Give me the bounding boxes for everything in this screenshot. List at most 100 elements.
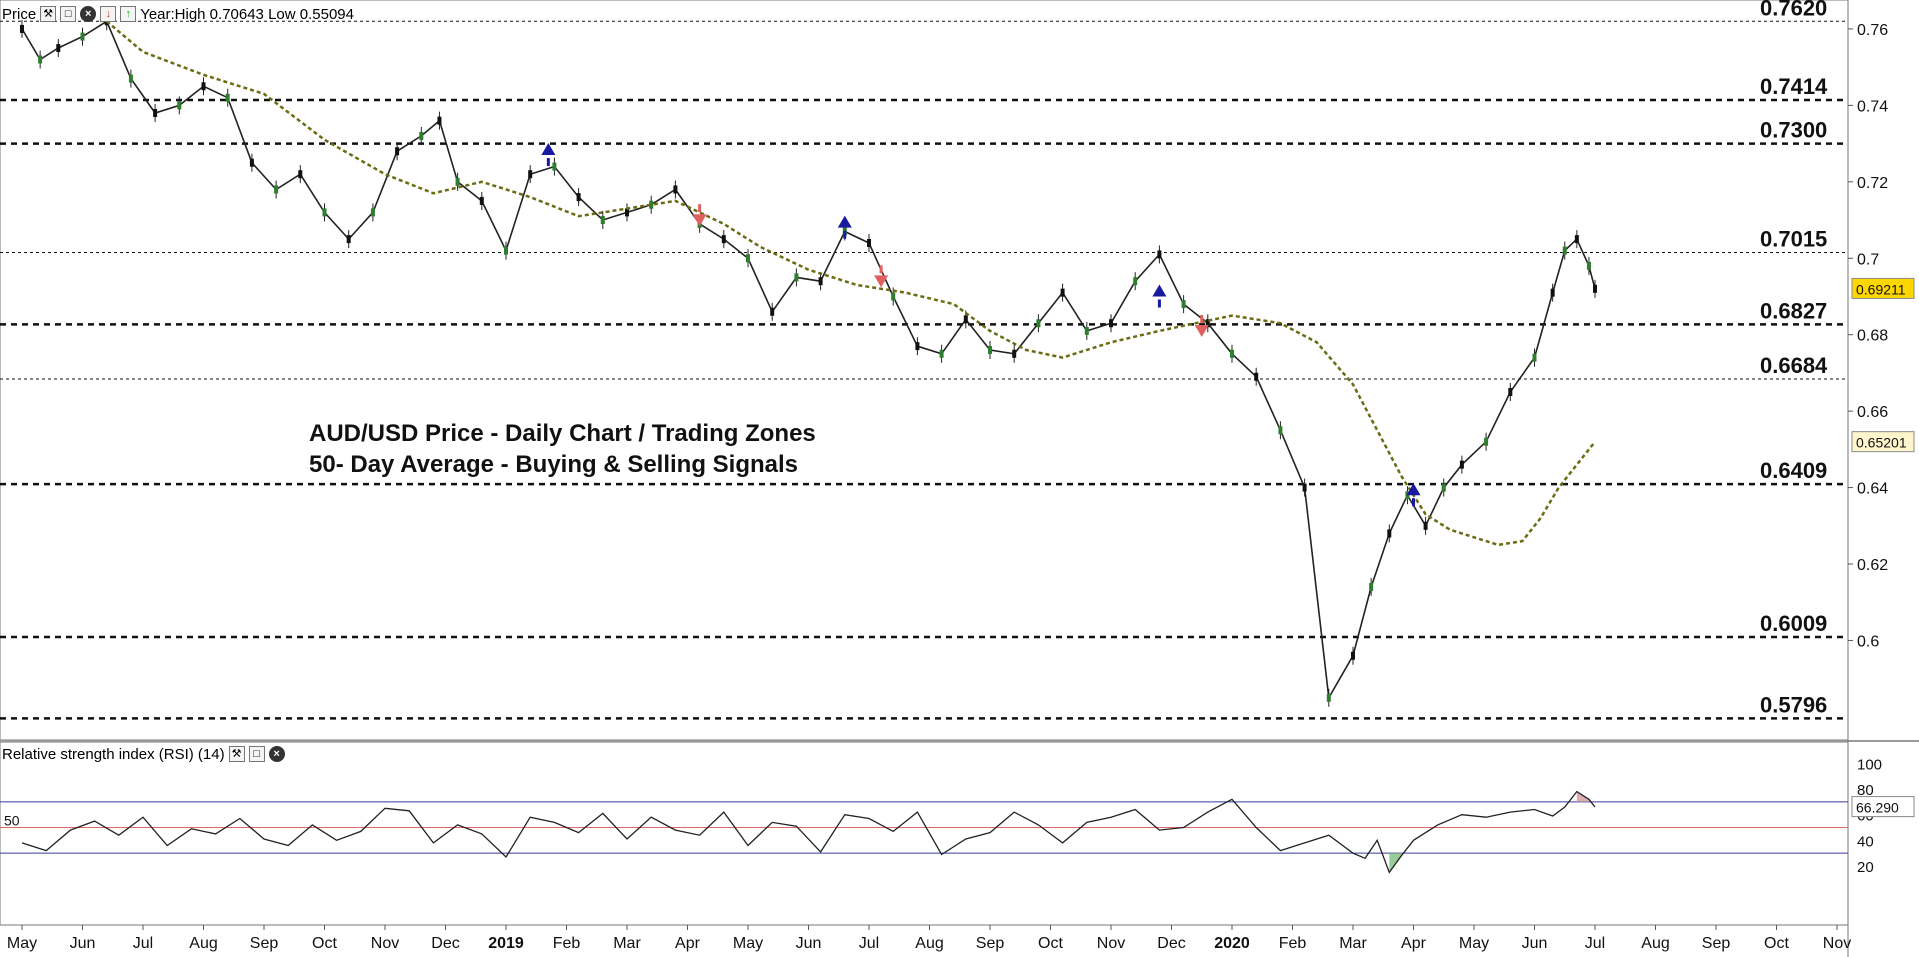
rsi-pane bbox=[0, 741, 1849, 926]
level-label: 0.7414 bbox=[1760, 74, 1828, 99]
sell-signal bbox=[874, 275, 889, 288]
x-tick-label: Oct bbox=[1764, 935, 1789, 952]
candle-body bbox=[1550, 288, 1555, 297]
x-tick-label: Mar bbox=[1339, 935, 1367, 952]
candle-body bbox=[1036, 319, 1041, 328]
buy-signal-stem bbox=[1412, 498, 1415, 507]
wrench-icon[interactable]: ⚒ bbox=[40, 6, 57, 22]
x-tick-label: Feb bbox=[1279, 935, 1307, 952]
candle-body bbox=[1423, 521, 1428, 530]
price-tick-label: 0.64 bbox=[1857, 481, 1888, 498]
rsi-line bbox=[21, 790, 1596, 874]
x-tick-label: Aug bbox=[915, 935, 943, 952]
candle-body bbox=[625, 208, 629, 217]
x-tick-label: Nov bbox=[1097, 935, 1125, 952]
sell-arrow-icon[interactable]: ↓ bbox=[100, 6, 117, 22]
last-price-label: 0.69211 bbox=[1856, 281, 1906, 297]
candle-body bbox=[1484, 437, 1489, 446]
candle-body bbox=[177, 101, 182, 110]
candle-body bbox=[38, 55, 43, 64]
candle-body bbox=[1084, 326, 1089, 335]
price-label: Price bbox=[2, 5, 37, 23]
candle-body bbox=[479, 196, 484, 205]
x-tick-label: Feb bbox=[553, 935, 581, 952]
sell-signal-stem bbox=[1200, 315, 1204, 324]
candle-body bbox=[1369, 582, 1374, 591]
price-tick-label: 0.6 bbox=[1857, 633, 1879, 650]
buy-signal bbox=[1406, 483, 1421, 496]
candle-body bbox=[1012, 349, 1017, 358]
level-label: 0.6409 bbox=[1760, 458, 1827, 483]
sell-signal bbox=[692, 214, 707, 227]
candle-body bbox=[201, 82, 206, 91]
x-tick-label: 2020 bbox=[1214, 935, 1250, 952]
candle-body bbox=[128, 74, 133, 83]
price-toolbar: Price ⚒ □ × ↓ ↑ Year:High 0.70643 Low 0.… bbox=[2, 3, 354, 25]
level-label: 0.7015 bbox=[1760, 227, 1827, 252]
price-tick-label: 0.76 bbox=[1857, 22, 1888, 39]
candle-body bbox=[455, 177, 460, 186]
candle-body bbox=[770, 307, 775, 316]
ma-line bbox=[105, 20, 1596, 547]
x-tick-label: Jun bbox=[70, 935, 96, 952]
ma-value-label: 0.65201 bbox=[1856, 435, 1907, 451]
x-tick-label: Nov bbox=[1823, 935, 1851, 952]
x-tick-label: Sep bbox=[976, 935, 1005, 952]
sell-signal-stem bbox=[698, 204, 702, 213]
candle-body bbox=[721, 235, 726, 244]
rsi-label: Relative strength index (RSI) (14) bbox=[2, 745, 225, 763]
close-icon[interactable]: × bbox=[268, 746, 285, 762]
price-tick-label: 0.74 bbox=[1857, 98, 1888, 115]
candle-body bbox=[1254, 372, 1259, 381]
candle-body bbox=[1532, 353, 1537, 362]
price-tick-label: 0.68 bbox=[1857, 328, 1888, 345]
wrench-icon[interactable]: ⚒ bbox=[228, 746, 245, 762]
buy-signal-stem bbox=[1157, 299, 1161, 308]
candle-body bbox=[395, 147, 400, 156]
x-tick-label: Apr bbox=[675, 935, 701, 952]
candle-body bbox=[274, 185, 279, 194]
candle-body bbox=[1230, 349, 1234, 358]
candle-body bbox=[56, 44, 61, 53]
buy-arrow-icon[interactable]: ↑ bbox=[120, 6, 137, 22]
candle-body bbox=[504, 246, 508, 255]
rsi-tick-label: 100 bbox=[1857, 756, 1882, 773]
price-tick-label: 0.7 bbox=[1857, 251, 1879, 268]
candle-body bbox=[1278, 426, 1283, 435]
candle-body bbox=[939, 349, 944, 358]
x-tick-label: Sep bbox=[250, 935, 279, 952]
x-tick-label: Apr bbox=[1401, 935, 1427, 952]
x-tick-label: Dec bbox=[1157, 935, 1185, 952]
candle-body bbox=[552, 162, 557, 171]
candle-body bbox=[1109, 319, 1113, 328]
candle-body bbox=[1351, 651, 1355, 660]
year-range-text: Year:High 0.70643 Low 0.55094 bbox=[140, 5, 354, 23]
candle-body bbox=[1181, 300, 1186, 309]
x-tick-label: 2019 bbox=[488, 935, 524, 952]
window-icon[interactable]: □ bbox=[60, 6, 77, 22]
buy-signal bbox=[541, 143, 556, 156]
candle-body bbox=[437, 116, 442, 125]
candle-body bbox=[673, 185, 678, 194]
candle-body bbox=[867, 238, 871, 247]
candle-body bbox=[20, 24, 24, 33]
candle-body bbox=[794, 273, 799, 282]
close-icon[interactable]: × bbox=[80, 6, 97, 22]
candle-body bbox=[1586, 261, 1591, 270]
rsi-toolbar: Relative strength index (RSI) (14) ⚒ □ × bbox=[2, 743, 285, 765]
candle-body bbox=[963, 315, 968, 324]
candle-body bbox=[1157, 250, 1162, 259]
rsi-last-label: 66.290 bbox=[1856, 800, 1899, 816]
candle-body bbox=[1508, 388, 1513, 397]
candle-body bbox=[80, 32, 85, 41]
candle-body bbox=[988, 345, 992, 354]
candle-body bbox=[370, 208, 375, 217]
rsi-tick-label: 20 bbox=[1857, 859, 1874, 876]
rsi-last-box bbox=[1851, 796, 1915, 818]
buy-signal bbox=[1152, 284, 1167, 297]
candle-body bbox=[746, 254, 750, 263]
window-icon[interactable]: □ bbox=[248, 746, 265, 762]
candle-body bbox=[1459, 460, 1464, 469]
candle-body bbox=[915, 342, 920, 351]
